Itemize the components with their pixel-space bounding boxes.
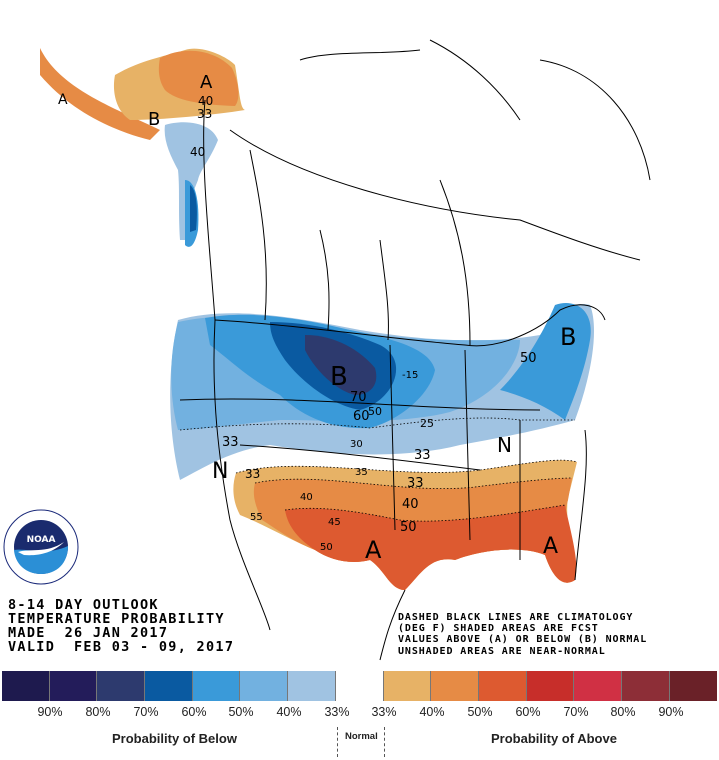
svg-text:60: 60	[353, 409, 370, 424]
svg-text:-15: -15	[402, 370, 418, 381]
svg-text:50: 50	[320, 542, 333, 553]
legend-swatch-above-40	[431, 671, 479, 701]
svg-text:33: 33	[245, 467, 260, 481]
legend-above-label: Probability of Above	[491, 731, 617, 746]
above-label: A	[200, 72, 213, 93]
legend-swatch-above-60	[526, 671, 575, 701]
map-labels: B B B A A A A N N 70 60 50 50 40 40 40 3…	[58, 72, 576, 564]
outlook-title: 8-14 DAY OUTLOOK TEMPERATURE PROBABILITY M…	[8, 597, 235, 655]
legend-tick: 60%	[515, 705, 541, 719]
svg-text:33: 33	[197, 107, 212, 121]
legend-tick: 70%	[133, 705, 159, 719]
legend-swatch-below-80	[49, 671, 98, 701]
legend-normal-label: Normal	[345, 731, 378, 742]
svg-text:33: 33	[414, 448, 431, 463]
map-notes: DASHED BLACK LINES ARE CLIMATOLOGY (DEG F…	[398, 612, 648, 657]
legend-tick: 90%	[37, 705, 63, 719]
svg-text:40: 40	[198, 94, 213, 108]
outlook-map: B B B A A A A N N 70 60 50 50 40 40 40 3…	[40, 39, 651, 661]
legend-tick: 33%	[371, 705, 397, 719]
legend-divider	[337, 727, 338, 757]
svg-text:50: 50	[368, 405, 382, 418]
noaa-logo: NOAA	[2, 508, 80, 586]
legend-tick: 50%	[467, 705, 493, 719]
legend-divider	[384, 727, 385, 757]
legend-swatch-below-33	[288, 671, 336, 701]
below-label: B	[560, 323, 576, 351]
legend-tick: 40%	[419, 705, 445, 719]
above-normal-shading	[233, 460, 577, 590]
normal-label: N	[212, 459, 228, 484]
legend-swatch-below-90	[2, 671, 50, 701]
above-label: A	[543, 534, 558, 559]
svg-text:35: 35	[355, 467, 368, 478]
legend-tick: 80%	[85, 705, 111, 719]
svg-text:50: 50	[400, 520, 417, 535]
legend-swatch-below-40	[240, 671, 289, 701]
svg-text:33: 33	[407, 476, 424, 491]
legend-tick: 70%	[563, 705, 589, 719]
above-label: A	[365, 536, 382, 564]
svg-text:NOAA: NOAA	[27, 535, 56, 545]
svg-text:55: 55	[250, 512, 263, 523]
svg-text:40: 40	[300, 492, 313, 503]
legend-tick: 80%	[610, 705, 636, 719]
legend-tick: 90%	[658, 705, 684, 719]
legend-swatch-below-70	[97, 671, 146, 701]
legend-tick: 33%	[324, 705, 350, 719]
below-label: B	[330, 362, 348, 392]
svg-text:50: 50	[520, 351, 537, 366]
svg-text:45: 45	[328, 517, 341, 528]
legend-swatch-above-33	[383, 671, 432, 701]
below-label: B	[148, 109, 160, 130]
legend-swatch-above-70	[574, 671, 622, 701]
legend-swatch-above-50	[478, 671, 527, 701]
legend-swatch-normal	[335, 671, 384, 701]
alaska-shading	[40, 48, 245, 247]
svg-text:33: 33	[222, 435, 239, 450]
svg-text:25: 25	[420, 417, 434, 430]
probability-contours	[179, 417, 578, 522]
legend-swatch-below-60	[145, 671, 193, 701]
legend-tick: 60%	[181, 705, 207, 719]
legend-tick: 40%	[276, 705, 302, 719]
above-label: A	[58, 92, 68, 108]
normal-label: N	[497, 433, 512, 457]
svg-text:30: 30	[350, 439, 363, 450]
political-boundaries	[179, 39, 651, 661]
legend-swatch-above-90	[669, 671, 718, 701]
svg-text:40: 40	[402, 497, 419, 512]
legend-swatch-above-80	[621, 671, 670, 701]
legend-below-label: Probability of Below	[112, 731, 237, 746]
below-normal-shading	[170, 303, 595, 480]
legend-swatch-below-50	[192, 671, 241, 701]
svg-text:40: 40	[190, 145, 205, 159]
legend-color-bar	[2, 671, 718, 701]
legend-tick: 50%	[228, 705, 254, 719]
svg-text:70: 70	[350, 390, 367, 405]
